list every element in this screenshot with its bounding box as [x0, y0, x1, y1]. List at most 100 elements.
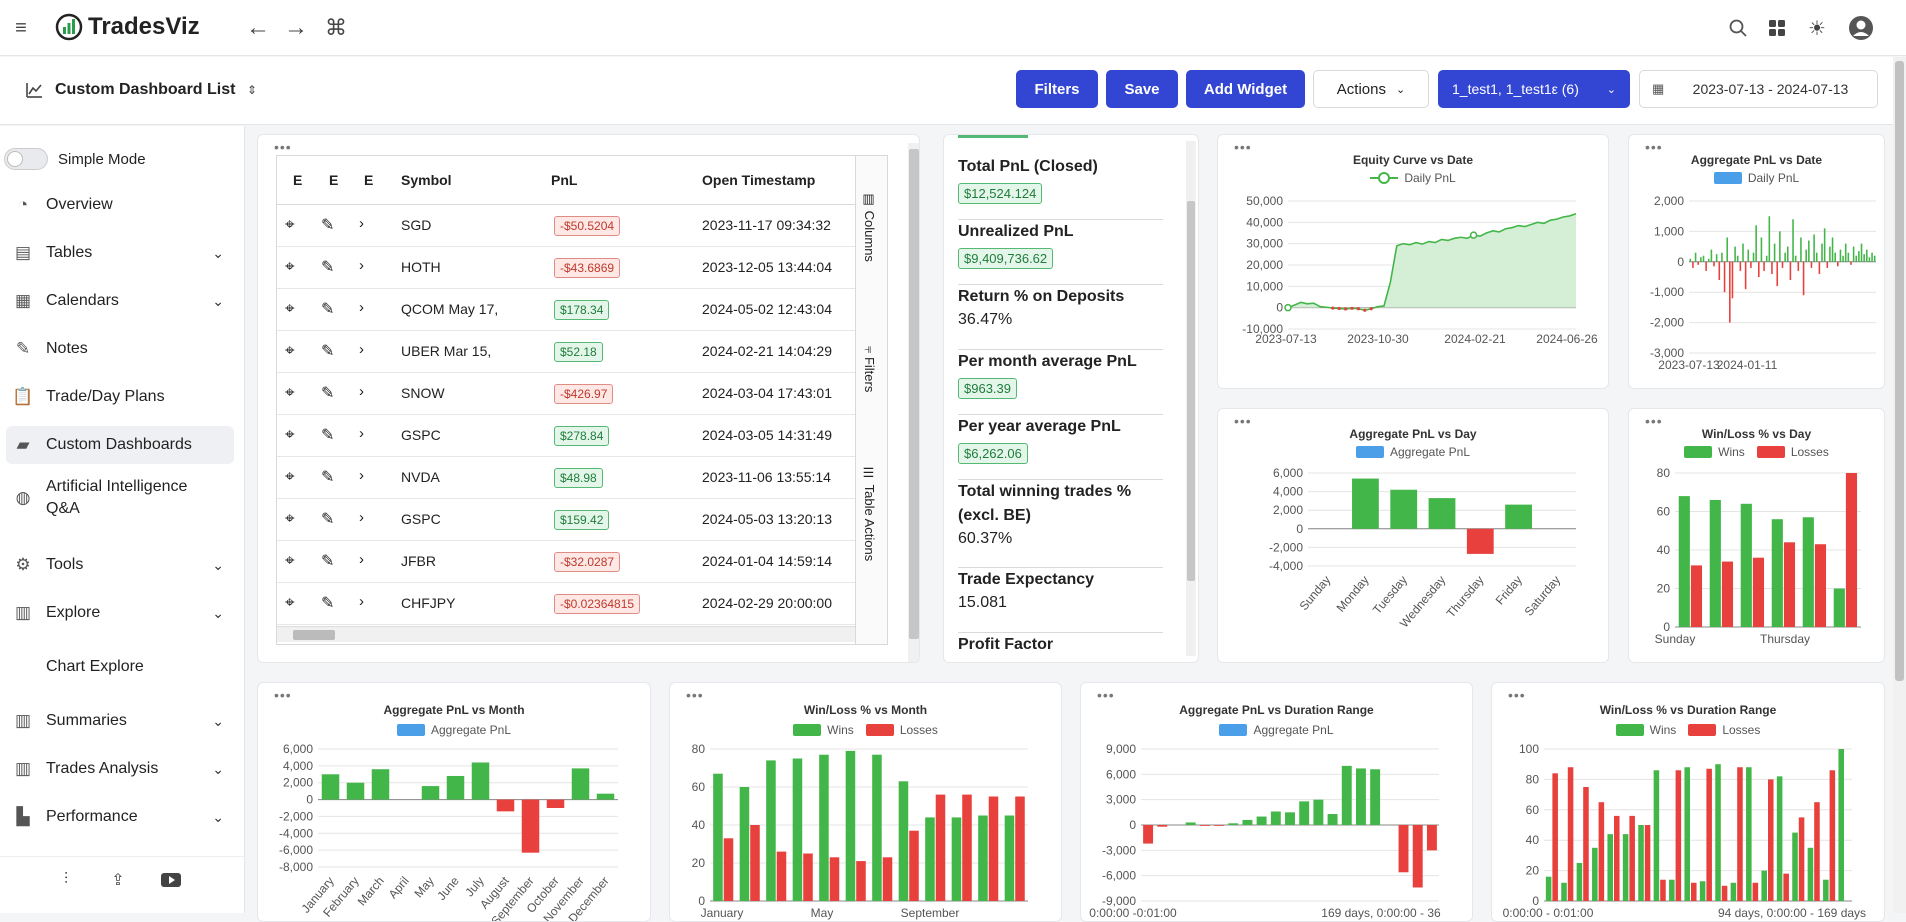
account-select[interactable]: 1_test1, 1_test1ε (6)⌄: [1438, 70, 1630, 108]
chevron-down-icon[interactable]: ⌄: [212, 761, 224, 778]
date-range-picker[interactable]: ▦2023-07-13 - 2024-07-13: [1639, 70, 1878, 108]
add-widget-button[interactable]: Add Widget: [1186, 70, 1305, 108]
target-icon[interactable]: ⌖: [285, 467, 295, 487]
tab-table-actions[interactable]: ☰ Table Actions: [862, 466, 877, 561]
sidebar-item-explore[interactable]: ▥Explore⌄: [6, 594, 234, 632]
dashboard-list-title[interactable]: Custom Dashboard List: [55, 81, 235, 99]
sidebar-item-performance[interactable]: ▙Performance⌄: [6, 798, 234, 836]
win-bar: [740, 787, 750, 901]
target-icon[interactable]: ⌖: [285, 551, 295, 571]
edit-icon[interactable]: ✎: [321, 299, 334, 319]
user-avatar-icon[interactable]: [1847, 14, 1875, 42]
sort-updown-icon[interactable]: ⇕: [244, 81, 260, 99]
sidebar-item-trade-day-plans[interactable]: 📋Trade/Day Plans: [6, 378, 234, 416]
col-header-pnl[interactable]: PnL: [551, 172, 577, 188]
card-menu-icon[interactable]: •••: [274, 139, 292, 155]
chevron-down-icon[interactable]: ⌄: [212, 557, 224, 574]
chevron-right-icon[interactable]: ›: [359, 593, 364, 610]
chevron-right-icon[interactable]: ›: [359, 467, 364, 484]
sliders-icon[interactable]: ⫶: [56, 870, 76, 890]
edit-icon[interactable]: ✎: [321, 215, 334, 235]
target-icon[interactable]: ⌖: [285, 215, 295, 235]
chevron-right-icon[interactable]: ›: [359, 341, 364, 358]
menu-icon[interactable]: ≡: [8, 16, 34, 40]
bar: [322, 774, 340, 799]
col-header-symbol[interactable]: Symbol: [401, 172, 452, 188]
back-arrow-icon[interactable]: ←: [244, 14, 272, 42]
chevron-right-icon[interactable]: ›: [359, 509, 364, 526]
chevron-right-icon[interactable]: ›: [359, 551, 364, 568]
chevron-down-icon[interactable]: ⌄: [212, 713, 224, 730]
target-icon[interactable]: ⌖: [285, 593, 295, 613]
edit-icon[interactable]: ✎: [321, 383, 334, 403]
col-header-e1[interactable]: E: [293, 172, 302, 188]
stats-scrollbar[interactable]: [1186, 141, 1196, 656]
sidebar-item-tables[interactable]: ▤Tables⌄: [6, 234, 234, 272]
forward-arrow-icon[interactable]: →: [282, 14, 310, 42]
sidebar-item-custom-dashboards[interactable]: ▰Custom Dashboards: [6, 426, 234, 464]
page-scrollbar[interactable]: [1893, 57, 1906, 913]
chevron-down-icon[interactable]: ⌄: [212, 809, 224, 826]
vertical-scrollbar[interactable]: [908, 143, 920, 663]
bar: [1840, 250, 1842, 262]
target-icon[interactable]: ⌖: [285, 341, 295, 361]
target-icon[interactable]: ⌖: [285, 425, 295, 445]
chevron-down-icon[interactable]: ⌄: [212, 605, 224, 622]
filters-button[interactable]: Filters: [1016, 70, 1098, 108]
search-icon[interactable]: [1726, 16, 1750, 40]
chevron-right-icon[interactable]: ›: [359, 383, 364, 400]
pie-icon: ◔: [6, 195, 40, 215]
target-icon[interactable]: ⌖: [285, 299, 295, 319]
chevron-right-icon[interactable]: ›: [359, 215, 364, 232]
sidebar-item-trades-analysis[interactable]: ▥Trades Analysis⌄: [6, 750, 234, 788]
tab-filters[interactable]: ⫧ Filters: [862, 346, 877, 392]
apps-grid-icon[interactable]: [1765, 16, 1789, 40]
target-icon[interactable]: ⌖: [285, 509, 295, 529]
tab-columns[interactable]: ▥ Columns: [862, 192, 877, 262]
sidebar-item-chart-explore[interactable]: Chart Explore: [6, 648, 234, 686]
edit-icon[interactable]: ✎: [321, 551, 334, 571]
edit-icon[interactable]: ✎: [321, 341, 334, 361]
edit-icon[interactable]: ✎: [321, 425, 334, 445]
sidebar-item-overview[interactable]: ◔Overview: [6, 186, 234, 224]
target-icon[interactable]: ⌖: [285, 257, 295, 277]
chevron-right-icon[interactable]: ›: [359, 299, 364, 316]
sidebar-item-artificial-intelligence-q-a[interactable]: ◍Artificial Intelligence Q&A: [6, 474, 234, 522]
simple-mode-toggle[interactable]: [4, 148, 48, 170]
bar: [1724, 262, 1726, 292]
negative-point: [1331, 306, 1334, 309]
theme-sun-icon[interactable]: ☀: [1805, 16, 1829, 40]
sidebar-item-tools[interactable]: ⚙Tools⌄: [6, 546, 234, 584]
edit-icon[interactable]: ✎: [321, 593, 334, 613]
col-header-e3[interactable]: E: [364, 172, 373, 188]
chevron-down-icon[interactable]: ⌄: [212, 293, 224, 310]
edit-icon[interactable]: ✎: [321, 467, 334, 487]
edit-icon[interactable]: ✎: [321, 509, 334, 529]
chevron-right-icon[interactable]: ›: [359, 257, 364, 274]
sidebar-item-notes[interactable]: ✎Notes: [6, 330, 234, 368]
col-header-open-timestamp[interactable]: Open Timestamp: [702, 172, 815, 188]
edit-icon[interactable]: ✎: [321, 257, 334, 277]
horizontal-scrollbar[interactable]: [277, 626, 856, 642]
sidebar-item-calendars[interactable]: ▦Calendars⌄: [6, 282, 234, 320]
actions-dropdown[interactable]: Actions⌄: [1313, 70, 1429, 108]
upload-icon[interactable]: ⇪: [108, 870, 128, 890]
command-icon[interactable]: ⌘: [322, 14, 350, 42]
youtube-icon[interactable]: [160, 870, 182, 890]
save-button[interactable]: Save: [1106, 70, 1178, 108]
chevron-down-icon[interactable]: ⌄: [212, 245, 224, 262]
chevron-right-icon[interactable]: ›: [359, 425, 364, 442]
target-icon[interactable]: ⌖: [285, 383, 295, 403]
sidebar-item-summaries[interactable]: ▥Summaries⌄: [6, 702, 234, 740]
col-header-e2[interactable]: E: [329, 172, 338, 188]
